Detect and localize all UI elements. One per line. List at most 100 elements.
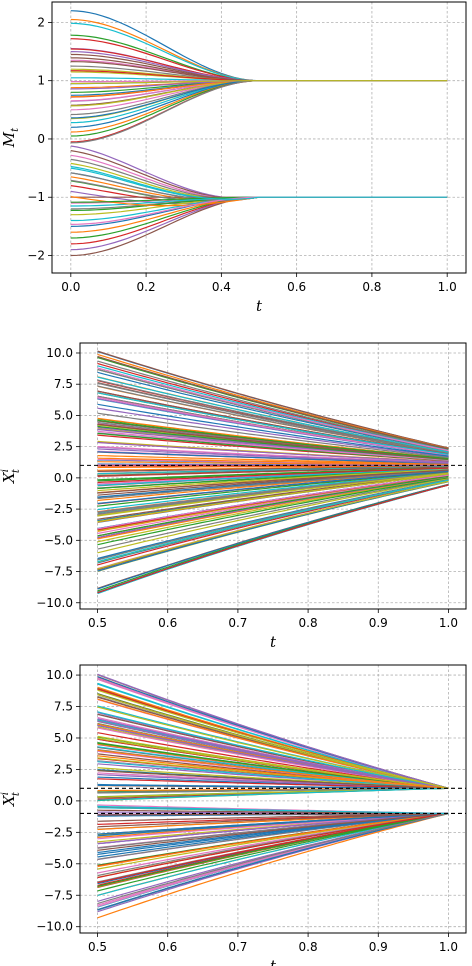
series-line (97, 471, 449, 511)
x-tick-label: 0.0 (61, 280, 80, 294)
series-line (97, 468, 449, 492)
series-line (70, 80, 448, 137)
series-line (97, 484, 449, 594)
series-line (97, 468, 449, 486)
y-tick-label: 5.0 (54, 408, 73, 422)
series-line (97, 470, 449, 505)
y-tick-label: 0 (37, 132, 45, 146)
y-tick-label: 2.5 (54, 762, 73, 776)
series-line (97, 473, 449, 523)
series-line (97, 812, 449, 868)
middle-series-group (97, 350, 449, 595)
series-line (97, 778, 449, 789)
series-line (97, 805, 449, 815)
y-tick-label: 10.0 (46, 668, 73, 682)
series-line (70, 10, 448, 82)
bottom-x-axis-label: t (270, 957, 277, 966)
x-tick-label: 0.7 (228, 616, 247, 630)
middle-plot-frame (79, 342, 467, 610)
series-line (97, 392, 449, 455)
top-ticks: 0.0 0.2 0.4 0.6 0.8 1.0 −2 −1 0 1 2 (27, 15, 456, 294)
series-line (97, 812, 449, 905)
series-line (97, 770, 449, 789)
y-tick-label: 0.0 (54, 794, 73, 808)
x-tick-label: 0.4 (212, 280, 231, 294)
x-tick-label: 0.8 (362, 280, 381, 294)
y-tick-label: −1 (27, 190, 45, 204)
series-line (97, 469, 449, 496)
series-line (97, 812, 449, 919)
x-tick-label: 0.7 (228, 940, 247, 954)
series-line (97, 385, 449, 454)
x-tick-label: 0.9 (369, 940, 388, 954)
series-line (97, 467, 449, 481)
series-line (97, 419, 449, 460)
y-tick-label: −2.5 (44, 502, 73, 516)
series-line (97, 476, 449, 543)
series-line (97, 382, 449, 454)
series-line (97, 477, 449, 546)
series-line (97, 480, 449, 570)
x-tick-label: 0.6 (158, 940, 177, 954)
series-line (70, 80, 448, 85)
series-line (97, 455, 449, 465)
series-line (97, 478, 449, 554)
series-line (97, 683, 449, 789)
x-tick-label: 0.6 (287, 280, 306, 294)
top-plot-frame (51, 1, 467, 274)
series-line (70, 80, 448, 111)
top-series-group (70, 10, 448, 257)
series-line (97, 812, 449, 822)
series-line (97, 787, 449, 794)
y-tick-label: −5.0 (44, 533, 73, 547)
series-line (97, 477, 449, 550)
x-tick-label: 0.8 (299, 616, 318, 630)
x-tick-label: 0.6 (158, 616, 177, 630)
y-tick-label: −5.0 (44, 857, 73, 871)
y-tick-label: −10.0 (36, 596, 73, 610)
series-line (97, 711, 449, 789)
series-line (70, 80, 448, 102)
series-line (97, 379, 449, 453)
middle-panel: 0.5 0.6 0.7 0.8 0.9 1.0 −10.0 −7.5 −5.0 −2.5 0.0 2.… (0, 342, 467, 651)
series-line (97, 812, 449, 911)
series-line (97, 474, 449, 530)
series-line (97, 475, 449, 537)
series-line (97, 479, 449, 563)
series-line (97, 761, 449, 789)
y-tick-label: 7.5 (54, 700, 73, 714)
middle-ticks: 0.5 0.6 0.7 0.8 0.9 1.0 −10.0 −7.5 −5.0 −2.5 0.0 2.… (36, 346, 458, 630)
series-line (70, 70, 448, 82)
series-line (97, 465, 449, 472)
series-line (97, 812, 449, 851)
x-tick-label: 1.0 (439, 940, 458, 954)
series-line (97, 812, 449, 835)
series-line (97, 367, 449, 452)
series-line (70, 154, 448, 200)
series-line (97, 475, 449, 535)
y-tick-label: 1 (37, 74, 45, 88)
series-line (97, 812, 449, 845)
series-line (97, 360, 449, 451)
bottom-panel: 0.5 0.6 0.7 0.8 0.9 1.0 −10.0 −7.5 −5.0 −2.5 0.0 2.… (0, 664, 467, 966)
bottom-reference-lines (80, 787, 466, 815)
series-line (97, 467, 449, 484)
series-line (97, 470, 449, 500)
series-line (97, 706, 449, 789)
series-line (97, 448, 449, 464)
series-line (97, 423, 449, 460)
series-line (97, 472, 449, 517)
series-line (97, 755, 449, 789)
series-line (97, 737, 449, 789)
series-line (97, 412, 449, 459)
series-line (97, 749, 449, 789)
middle-x-axis-label: t (270, 633, 277, 651)
x-tick-label: 1.0 (438, 280, 457, 294)
series-line (97, 787, 449, 801)
series-line (97, 812, 449, 879)
bottom-grid (80, 665, 466, 933)
y-tick-label: 5.0 (54, 731, 73, 745)
series-line (97, 812, 449, 858)
series-line (97, 407, 449, 458)
